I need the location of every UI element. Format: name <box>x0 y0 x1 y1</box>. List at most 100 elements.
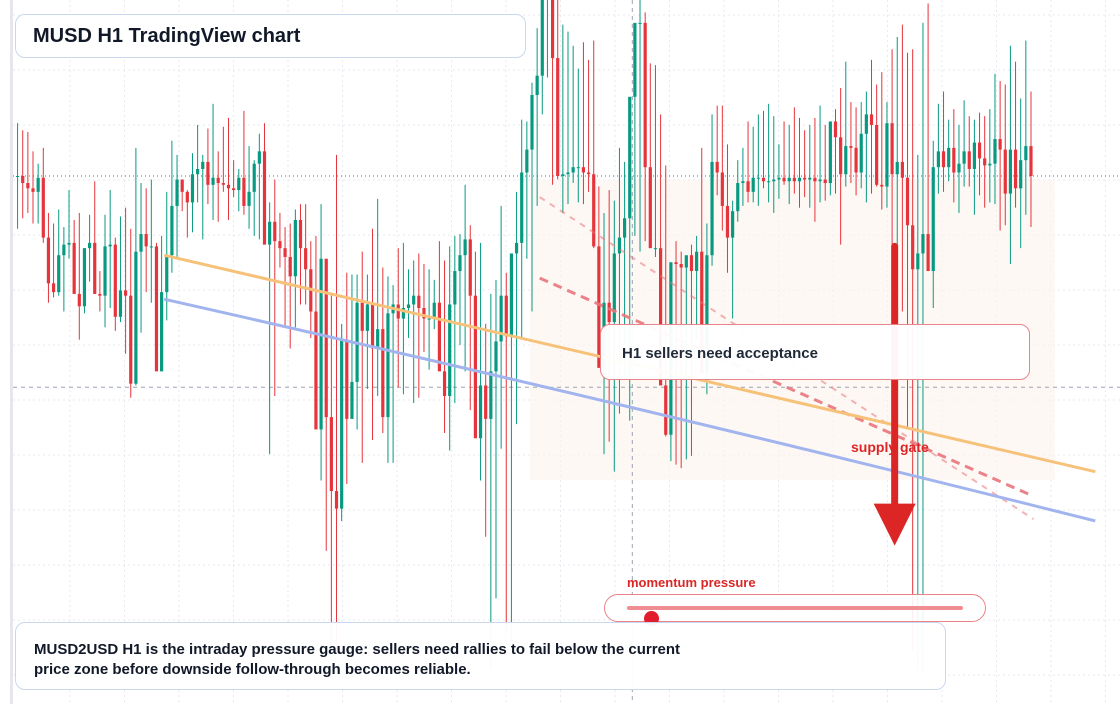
candle[interactable] <box>118 216 123 323</box>
candle[interactable] <box>324 258 328 551</box>
candle[interactable] <box>87 214 92 282</box>
candle[interactable] <box>124 207 128 354</box>
candle[interactable] <box>129 228 133 398</box>
candle[interactable] <box>1029 91 1033 228</box>
candle[interactable] <box>340 323 344 521</box>
candle[interactable] <box>633 22 637 236</box>
candle[interactable] <box>772 116 776 213</box>
candle[interactable] <box>556 0 560 180</box>
candle[interactable] <box>792 107 796 194</box>
candle[interactable] <box>916 154 920 671</box>
candle[interactable] <box>828 121 832 196</box>
candle[interactable] <box>242 110 246 215</box>
candle[interactable] <box>46 212 51 303</box>
candle[interactable] <box>926 3 930 272</box>
candle[interactable] <box>21 130 25 219</box>
candle[interactable] <box>237 168 241 212</box>
candle[interactable] <box>448 246 452 451</box>
candle[interactable] <box>900 24 904 312</box>
candle[interactable] <box>972 119 976 215</box>
candle[interactable] <box>839 88 843 245</box>
candle[interactable] <box>761 110 766 189</box>
candle[interactable] <box>103 214 107 328</box>
candle[interactable] <box>257 133 261 240</box>
candle[interactable] <box>808 124 812 208</box>
candle[interactable] <box>41 147 45 243</box>
candle[interactable] <box>31 151 35 224</box>
candle[interactable] <box>586 59 591 192</box>
candle[interactable] <box>895 36 899 280</box>
candle[interactable] <box>576 68 580 203</box>
candle[interactable] <box>782 121 786 185</box>
candle[interactable] <box>473 251 478 439</box>
candle[interactable] <box>952 109 956 203</box>
momentum-gauge[interactable] <box>604 594 986 626</box>
candle[interactable] <box>268 202 272 455</box>
candle[interactable] <box>262 123 267 245</box>
candle[interactable] <box>370 228 375 440</box>
candle[interactable] <box>833 109 838 194</box>
candle[interactable] <box>484 323 488 537</box>
candle[interactable] <box>360 251 364 463</box>
candle[interactable] <box>967 116 971 187</box>
candle[interactable] <box>442 260 447 433</box>
candle[interactable] <box>514 191 519 425</box>
candle[interactable] <box>134 147 138 386</box>
candle[interactable] <box>957 124 961 213</box>
candle[interactable] <box>401 242 405 395</box>
candle[interactable] <box>664 165 668 437</box>
candle[interactable] <box>849 102 853 184</box>
candle[interactable] <box>509 253 514 643</box>
candle[interactable] <box>154 242 159 372</box>
candle[interactable] <box>1013 61 1018 208</box>
candle[interactable] <box>98 271 102 312</box>
candle[interactable] <box>160 235 164 372</box>
candle[interactable] <box>458 234 462 345</box>
candle[interactable] <box>232 160 236 198</box>
candle[interactable] <box>983 116 987 208</box>
candle[interactable] <box>787 124 791 205</box>
candle[interactable] <box>746 121 750 203</box>
candle[interactable] <box>26 132 30 213</box>
candle[interactable] <box>283 227 287 328</box>
candle[interactable] <box>201 154 205 240</box>
candle[interactable] <box>581 42 586 205</box>
candle[interactable] <box>422 264 426 352</box>
candle[interactable] <box>1003 84 1007 226</box>
candle[interactable] <box>988 109 992 203</box>
candle[interactable] <box>221 126 225 192</box>
candle[interactable] <box>869 59 874 194</box>
candle[interactable] <box>859 102 863 189</box>
candle[interactable] <box>767 103 771 203</box>
candle[interactable] <box>520 119 524 338</box>
candle[interactable] <box>185 190 189 238</box>
candle[interactable] <box>293 209 297 328</box>
candle[interactable] <box>715 105 719 196</box>
candle[interactable] <box>93 181 97 294</box>
candle[interactable] <box>725 144 730 273</box>
candle[interactable] <box>252 160 256 236</box>
candle[interactable] <box>170 140 174 273</box>
candle[interactable] <box>196 124 200 203</box>
candle[interactable] <box>941 91 946 192</box>
candle[interactable] <box>72 220 76 294</box>
candle[interactable] <box>468 225 472 411</box>
candle[interactable] <box>756 114 760 206</box>
candle[interactable] <box>998 80 1002 231</box>
candle[interactable] <box>710 114 714 266</box>
candle[interactable] <box>977 112 982 196</box>
candle[interactable] <box>607 190 611 442</box>
candle[interactable] <box>720 105 724 231</box>
candle[interactable] <box>77 212 81 340</box>
candle[interactable] <box>211 103 215 220</box>
candle[interactable] <box>540 0 544 115</box>
candle[interactable] <box>885 102 889 208</box>
candle[interactable] <box>67 190 71 259</box>
candle[interactable] <box>139 183 143 333</box>
candle[interactable] <box>478 242 483 481</box>
candle[interactable] <box>350 274 354 419</box>
candle[interactable] <box>638 0 642 252</box>
candle[interactable] <box>206 128 210 205</box>
candle[interactable] <box>643 12 647 242</box>
